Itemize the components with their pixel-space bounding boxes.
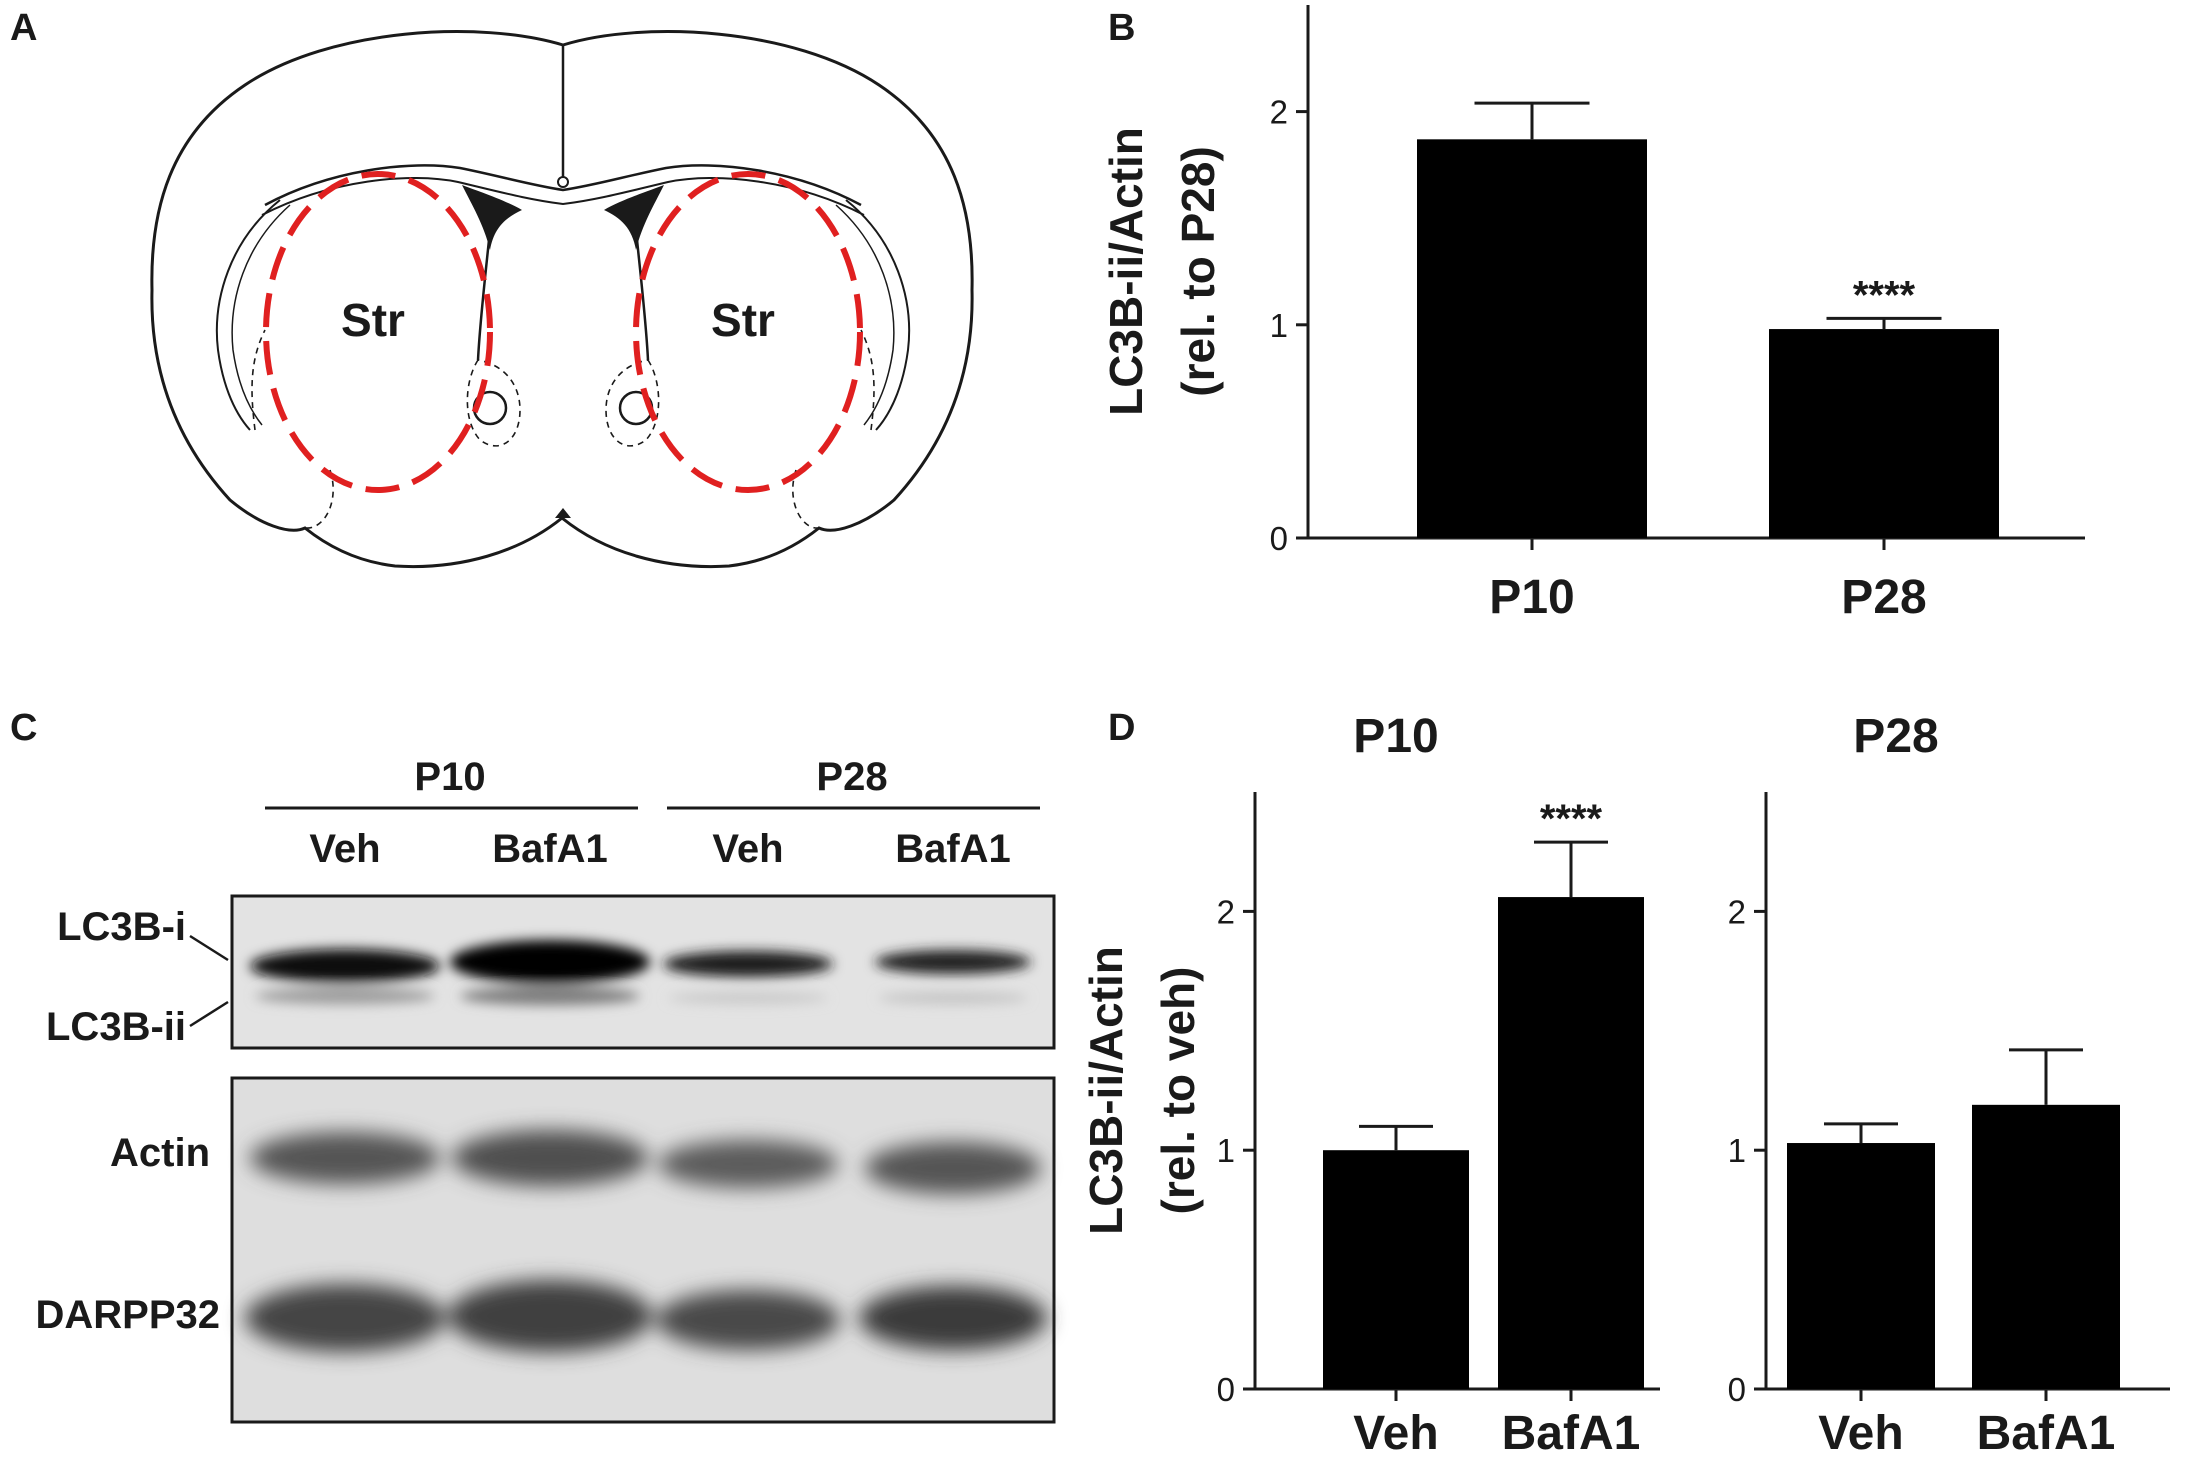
x-tick-label: P28	[1841, 571, 1926, 624]
corpus-callosum	[264, 164, 862, 207]
bar	[1972, 1104, 2120, 1389]
y-tick-label: 2	[1728, 893, 1746, 930]
band-darpp32-lane1	[245, 1284, 445, 1352]
y-tick-label: 0	[1728, 1371, 1746, 1408]
y-tick-label: 1	[1217, 1132, 1235, 1169]
band-lc3b-ii-lane4	[878, 992, 1028, 1004]
bar	[1787, 1143, 1935, 1389]
external-capsule-left	[215, 199, 281, 431]
blot-lc3b	[230, 894, 1056, 1050]
y-tick-label: 1	[1270, 307, 1288, 344]
band-label-darpp32: DARPP32	[35, 1293, 220, 1337]
group-label-p10: P10	[414, 755, 485, 799]
band-lc3b-i-lane1	[250, 949, 440, 983]
boundary-dashed-left-lower	[251, 329, 334, 529]
band-actin-lane4	[865, 1142, 1041, 1194]
panel-letter-d: D	[1108, 707, 1135, 749]
band-label-lc3b-ii: LC3B-ii	[46, 1005, 186, 1049]
band-darpp32-lane3	[656, 1290, 840, 1350]
x-tick-label: BafA1	[1977, 1407, 2116, 1460]
chart-d-p10: 0 1 2 Veh BafA1 **** LC3B-ii/Actin (rel. to veh…	[1080, 710, 1660, 1460]
corpus-callosum-inner	[261, 177, 865, 216]
blot-actin-darpp32	[230, 1076, 1056, 1424]
bar	[1498, 897, 1644, 1389]
y-axis-subtitle: (rel. to veh)	[1152, 967, 1204, 1215]
panel-b: B 0 1 2 P10 P28 **** LC3B-ii/Actin (rel. to P28…	[1100, 5, 2085, 624]
y-tick-label: 1	[1728, 1132, 1746, 1169]
striatum-outline-left	[263, 171, 493, 493]
central-canal	[557, 176, 569, 188]
band-lc3b-i-lane3	[663, 951, 833, 977]
chart-title: P10	[1353, 710, 1438, 763]
y-tick-label: 2	[1270, 94, 1288, 131]
boundary-dashed-left-ac	[466, 359, 521, 447]
lateral-ventricle-right	[604, 185, 664, 250]
bar	[1769, 329, 1999, 538]
panel-d: D 0 1 2 Veh BafA1 **** LC3B-ii/Actin (rel. to v…	[1080, 707, 2170, 1460]
region-label-right: Str	[711, 294, 775, 346]
band-lc3b-i-lane4	[875, 950, 1031, 974]
panel-letter-a: A	[10, 7, 37, 49]
band-lc3b-ii-lane2	[460, 987, 640, 1005]
boundary-dashed-right-lower	[792, 329, 875, 529]
x-tick-label: Veh	[1818, 1407, 1903, 1460]
ventral-notch	[555, 508, 571, 518]
panel-letter-b: B	[1108, 7, 1135, 49]
pointer-lc3b-i	[189, 934, 229, 962]
band-label-lc3b-i: LC3B-i	[57, 905, 186, 949]
band-darpp32-lane2	[448, 1280, 652, 1352]
group-label-p28: P28	[816, 755, 887, 799]
external-capsule-left-inner	[231, 204, 291, 426]
x-tick-label: BafA1	[1502, 1407, 1641, 1460]
y-tick-label: 2	[1217, 893, 1235, 930]
region-label-left: Str	[341, 294, 405, 346]
bar	[1417, 139, 1647, 539]
external-capsule-right-inner	[835, 204, 895, 426]
lane-label-2: BafA1	[492, 827, 608, 871]
external-capsule-right	[845, 199, 911, 431]
chart-title: P28	[1853, 710, 1938, 763]
band-actin-lane3	[658, 1140, 838, 1188]
panel-a: A	[10, 7, 974, 569]
band-lc3b-ii-lane3	[668, 992, 828, 1004]
pointer-lc3b-ii	[189, 1000, 229, 1028]
brain-schematic	[150, 30, 974, 569]
panel-c: C P10 P28 Veh BafA1 Veh BafA1 LC3B-i LC	[10, 707, 1056, 1424]
striatum-outline-right	[633, 171, 863, 493]
band-darpp32-lane4	[859, 1286, 1047, 1350]
y-tick-label: 0	[1217, 1371, 1235, 1408]
boundary-dashed-right-ac	[605, 359, 660, 447]
band-lc3b-ii-lane1	[255, 988, 435, 1004]
y-axis-title: LC3B-ii/Actin	[1100, 127, 1152, 416]
chart-b: 0 1 2 P10 P28 **** LC3B-ii/Actin (rel. to P28)	[1100, 5, 2085, 624]
x-tick-label: P10	[1489, 571, 1574, 624]
y-axis-title: LC3B-ii/Actin	[1080, 946, 1132, 1235]
band-actin-lane2	[452, 1130, 648, 1186]
lateral-ventricle-left	[462, 185, 522, 250]
lane-label-4: BafA1	[895, 827, 1011, 871]
lane-label-1: Veh	[309, 827, 380, 871]
y-tick-label: 0	[1270, 520, 1288, 557]
lane-label-3: Veh	[712, 827, 783, 871]
band-label-actin: Actin	[110, 1131, 210, 1175]
band-lc3b-i-lane2	[450, 940, 650, 984]
bar	[1323, 1150, 1469, 1389]
chart-d-p28: 0 1 2 Veh BafA1 P28	[1728, 710, 2170, 1460]
panel-letter-c: C	[10, 707, 37, 749]
x-tick-label: Veh	[1353, 1407, 1438, 1460]
y-axis-subtitle: (rel. to P28)	[1172, 146, 1224, 397]
band-actin-lane1	[250, 1132, 440, 1184]
significance-label: ****	[1853, 273, 1916, 317]
significance-label: ****	[1540, 797, 1603, 841]
